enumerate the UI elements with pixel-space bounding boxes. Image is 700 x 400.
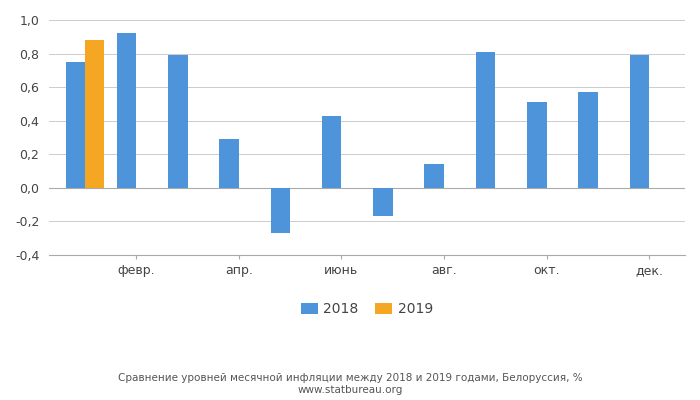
Bar [117, 34, 136, 188]
Bar [578, 92, 598, 188]
Bar [168, 55, 188, 188]
Bar [527, 102, 547, 188]
Bar [85, 40, 104, 188]
Bar [271, 188, 290, 233]
Text: Сравнение уровней месячной инфляции между 2018 и 2019 годами, Белоруссия, %: Сравнение уровней месячной инфляции межд… [118, 373, 582, 383]
Bar [322, 116, 342, 188]
Text: www.statbureau.org: www.statbureau.org [298, 385, 402, 395]
Bar [66, 62, 85, 188]
Legend: 2018, 2019: 2018, 2019 [295, 297, 438, 322]
Bar [476, 52, 496, 188]
Bar [219, 139, 239, 188]
Bar [424, 164, 444, 188]
Bar [629, 55, 649, 188]
Bar [373, 188, 393, 216]
